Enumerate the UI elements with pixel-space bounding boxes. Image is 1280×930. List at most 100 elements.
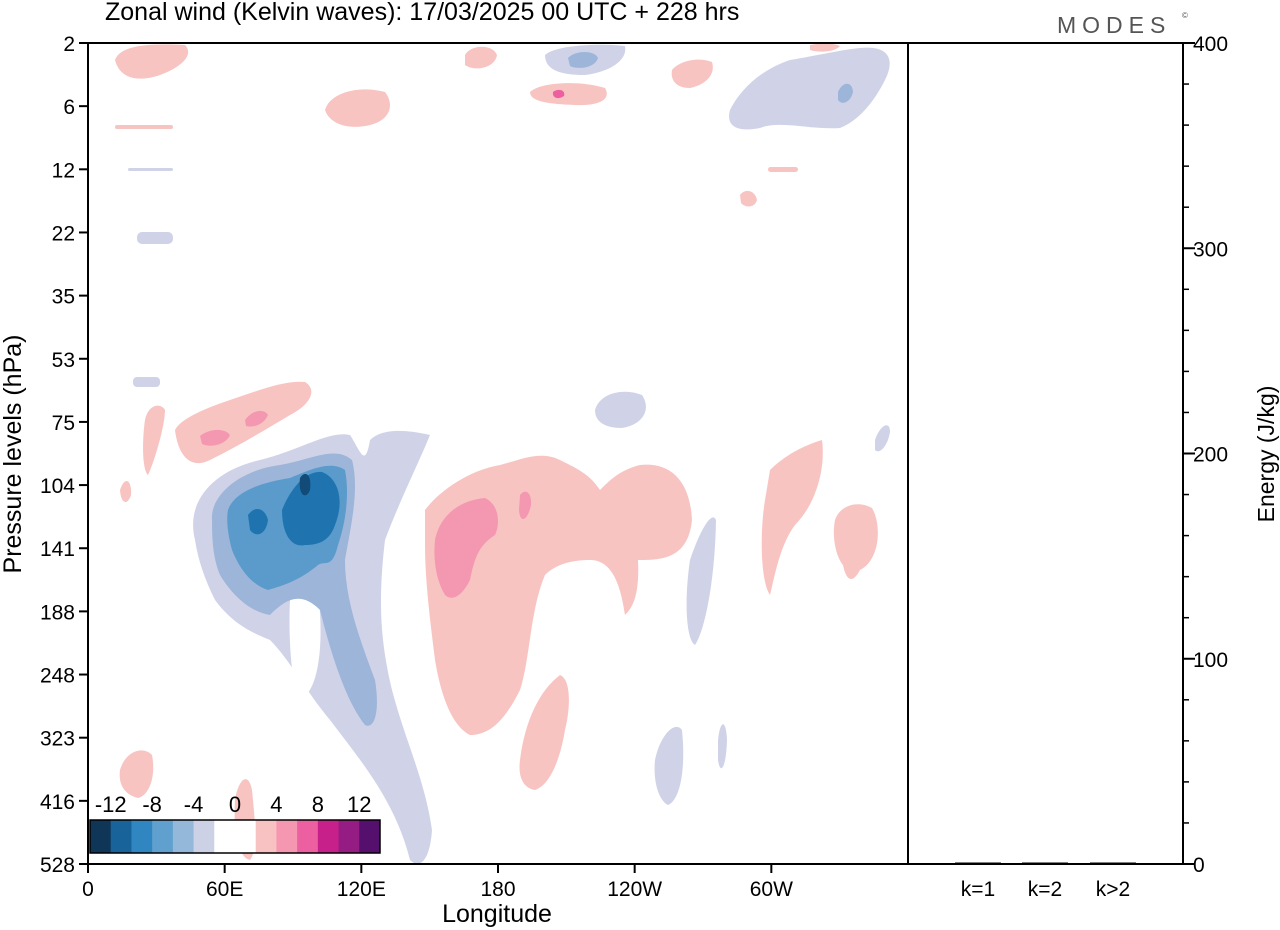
longitude-tick-label: 0 — [82, 878, 94, 901]
positive-anomaly-stratosphere2-core — [552, 89, 565, 99]
positive-streak-8hPa — [115, 125, 173, 129]
pressure-tick-label: 141 — [40, 538, 75, 561]
colorbar-swatch — [131, 820, 153, 853]
hovmoller-plot-area — [88, 43, 908, 864]
energy-tick-label: 0 — [1193, 854, 1205, 877]
x-axis-label: Longitude — [442, 900, 552, 928]
negative-anomaly-core — [299, 474, 311, 496]
colorbar-tick-label: 0 — [229, 792, 241, 817]
pressure-tick-label: 188 — [40, 601, 75, 624]
brand-registered-mark: © — [1182, 11, 1188, 20]
positive-streak-17hPa — [768, 167, 798, 172]
negative-anomaly-east3 — [718, 724, 727, 769]
positive-anomaly-stratosphere6 — [810, 43, 840, 52]
pressure-tick-label: 528 — [40, 854, 75, 877]
colorbar-swatch — [90, 820, 112, 853]
positive-anomaly-75hPa-core1 — [200, 429, 230, 446]
longitude-axis: 0 60E 120E 180 120W 60W — [82, 864, 793, 901]
longitude-tick-label: 60W — [750, 878, 793, 901]
negative-anomaly-east1 — [686, 517, 716, 645]
colorbar-swatch — [214, 820, 236, 853]
energy-bar-label: k=2 — [1028, 878, 1062, 901]
negative-anomaly-12 — [282, 471, 340, 546]
negative-anomaly-stratosphere-core — [838, 83, 853, 103]
pressure-tick-label: 6 — [63, 96, 75, 119]
negative-streak-60hPa — [133, 377, 160, 387]
colorbar-tick-label: 12 — [347, 792, 371, 817]
colorbar-swatch — [276, 820, 298, 853]
negative-anomaly-12b — [248, 508, 268, 535]
pressure-tick-label: 12 — [52, 159, 75, 182]
colorbar-swatch — [338, 820, 360, 853]
energy-axis-label: Energy (J/kg) — [1253, 386, 1279, 523]
energy-tick-label: 300 — [1193, 238, 1228, 261]
positive-anomaly-104hPa — [120, 480, 132, 502]
positive-anomaly-stratosphere5 — [325, 89, 390, 127]
colorbar-swatch — [235, 820, 257, 853]
colorbar: -12 -8 -4 0 4 8 12 — [89, 792, 381, 854]
pressure-tick-label: 416 — [40, 791, 75, 814]
contour-field — [115, 43, 890, 864]
negative-anomaly-stratosphere-west-core — [568, 52, 598, 68]
positive-anomaly-stratosphere7 — [740, 190, 757, 207]
pressure-tick-label: 2 — [63, 33, 75, 56]
chart-title: Zonal wind (Kelvin waves): 17/03/2025 00… — [105, 0, 739, 26]
longitude-tick-label: 120W — [607, 878, 662, 901]
positive-anomaly-lower — [519, 675, 569, 790]
longitude-tick-label: 120E — [337, 878, 386, 901]
energy-axis: 0 100 200 300 400 — [1183, 33, 1228, 877]
positive-anomaly-stratosphere3 — [671, 59, 713, 88]
colorbar-swatch — [297, 820, 319, 853]
energy-bar — [1090, 862, 1136, 864]
y-axis-label: Pressure levels (hPa) — [0, 335, 27, 574]
positive-anomaly-stratosphere2 — [530, 83, 607, 106]
energy-tick-label: 400 — [1193, 33, 1228, 56]
positive-anomaly-east — [761, 440, 823, 595]
colorbar-tick-label: 4 — [270, 792, 282, 817]
negative-anomaly-tongue — [289, 579, 321, 700]
positive-anomaly-small — [519, 491, 532, 520]
positive-anomaly-stratosphere4 — [465, 46, 497, 69]
colorbar-swatch — [255, 820, 277, 853]
pressure-axis: 2 6 12 22 35 53 75 104 141 188 248 323 416 528 — [40, 33, 88, 877]
colorbar-swatch — [152, 820, 174, 853]
pressure-tick-label: 75 — [52, 412, 75, 435]
negative-streak-22hPa — [137, 232, 173, 244]
energy-bars: k=1 k=2 k>2 — [955, 862, 1136, 901]
colorbar-swatch — [110, 820, 132, 853]
positive-anomaly-far-east — [833, 504, 878, 580]
energy-bar — [955, 862, 1001, 864]
pressure-tick-label: 248 — [40, 665, 75, 688]
colorbar-tick-label: -12 — [95, 792, 127, 817]
pressure-tick-label: 104 — [40, 475, 75, 498]
colorbar-swatch — [359, 820, 381, 853]
negative-anomaly-east2 — [654, 726, 684, 805]
colorbar-swatch — [193, 820, 215, 853]
colorbar-swatch — [317, 820, 340, 853]
energy-bar-label: k=1 — [961, 878, 995, 901]
colorbar-tick-label: -4 — [184, 792, 204, 817]
energy-bar — [1022, 862, 1068, 864]
longitude-tick-label: 180 — [480, 878, 515, 901]
colorbar-tick-label: -8 — [142, 792, 162, 817]
brand-logo: MODES — [1057, 12, 1171, 38]
longitude-tick-label: 60E — [206, 878, 243, 901]
pressure-tick-label: 53 — [52, 349, 75, 372]
colorbar-swatch — [172, 820, 195, 853]
pressure-tick-label: 22 — [52, 222, 75, 245]
pressure-tick-label: 323 — [40, 728, 75, 751]
pressure-tick-label: 35 — [52, 286, 75, 309]
colorbar-frame — [89, 819, 381, 854]
positive-anomaly-stratosphere1 — [115, 44, 189, 79]
positive-anomaly-lower-left — [119, 750, 154, 798]
energy-tick-label: 200 — [1193, 444, 1228, 467]
energy-tick-label: 100 — [1193, 649, 1228, 672]
negative-anomaly-stratosphere — [729, 47, 890, 130]
energy-panel-frame — [907, 42, 1184, 865]
energy-bar-label: k>2 — [1096, 878, 1130, 901]
negative-anomaly-far-east — [875, 425, 890, 452]
negative-streak-12hPa — [128, 168, 173, 171]
negative-anomaly-75hPa — [595, 391, 646, 428]
colorbar-tick-label: 8 — [312, 792, 324, 817]
